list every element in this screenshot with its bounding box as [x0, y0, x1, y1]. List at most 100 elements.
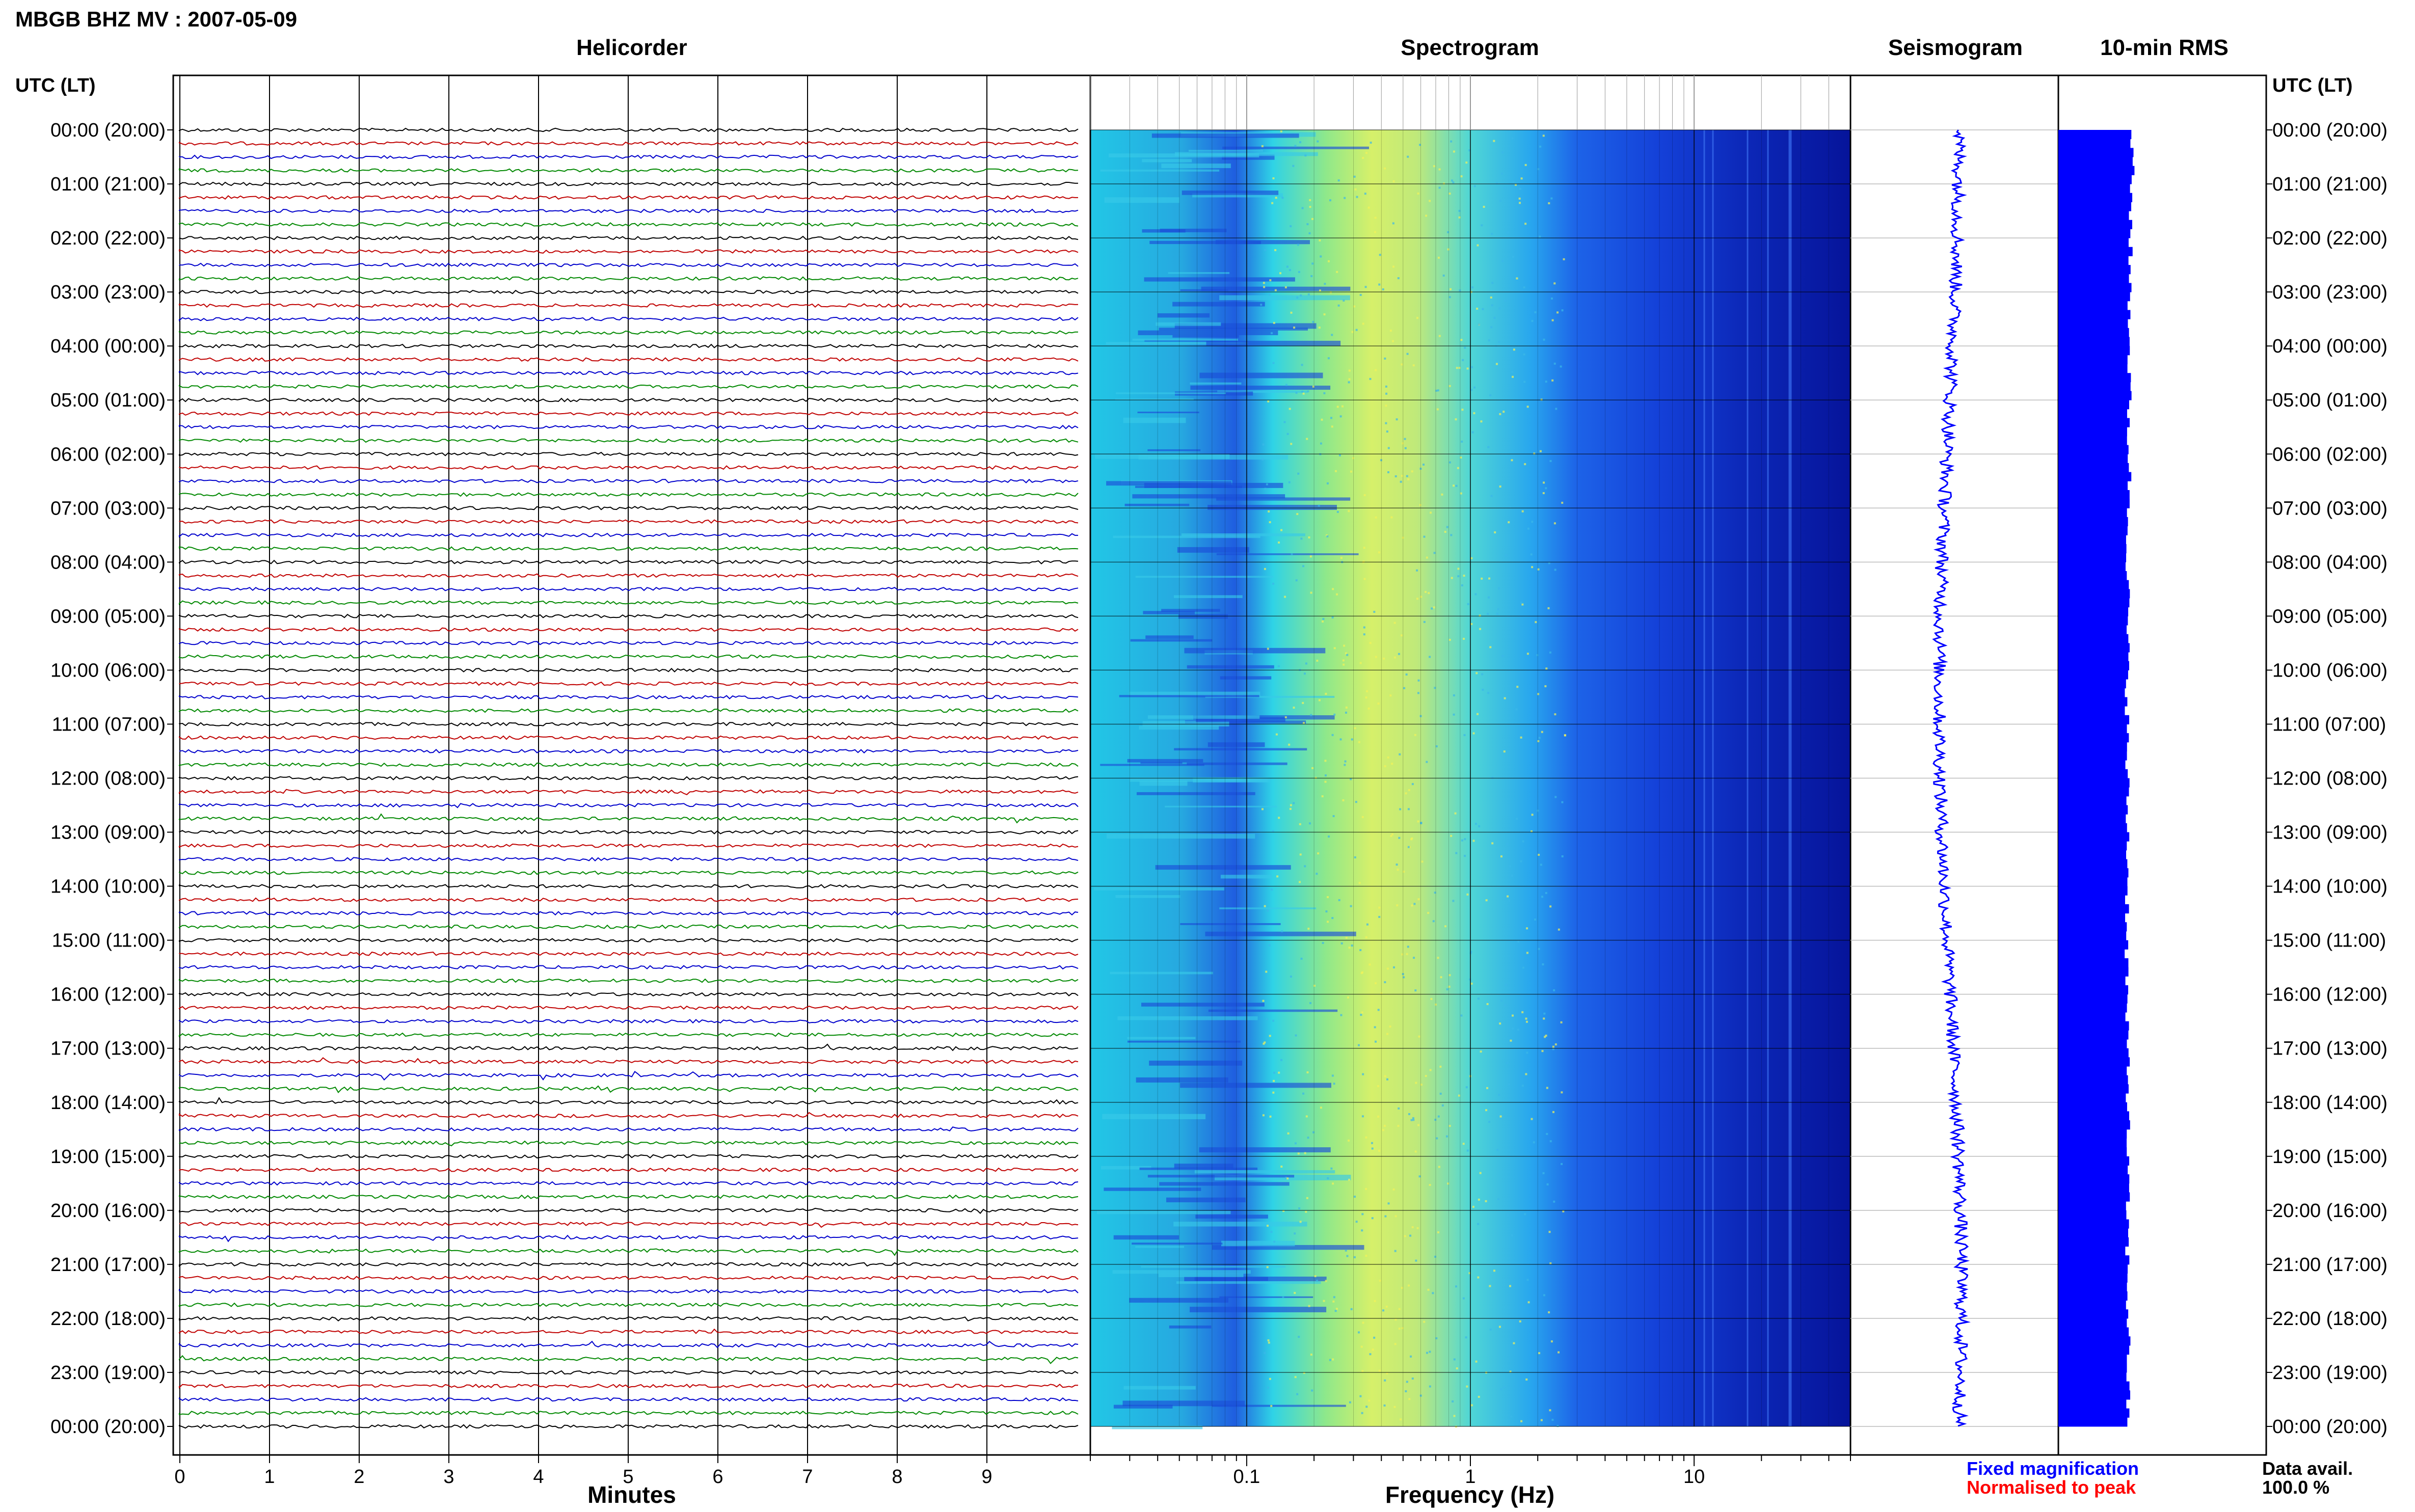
time-label-right: 23:00 (19:00) — [2272, 1362, 2387, 1384]
spectrogram-speckle — [1546, 1132, 1548, 1135]
spectrogram-speckle — [1510, 1039, 1512, 1042]
spectrogram-speckle — [1334, 1310, 1337, 1312]
helicorder-tick-label: 3 — [443, 1466, 454, 1488]
spectrogram-speckle — [1280, 130, 1282, 132]
spectrogram-speckle — [1429, 1069, 1432, 1071]
time-axis-labels: 00:00 (20:00) 00:00 (20:00) 01:00 (21:00) 0… — [50, 120, 2387, 1438]
spectrogram-band — [1129, 1298, 1228, 1303]
spectrogram-speckle — [1499, 1022, 1501, 1025]
spectrogram-speckle — [1359, 1395, 1362, 1397]
spectrogram-speckle — [1415, 1082, 1417, 1084]
spectrogram-speckle — [1486, 1087, 1489, 1089]
rms-bar — [2058, 1291, 2128, 1301]
spectrogram-speckle — [1272, 830, 1274, 832]
spectrogram-speckle — [1354, 1196, 1356, 1198]
spectrogram-speckle — [1448, 193, 1451, 195]
spectrogram-speckle — [1369, 1353, 1372, 1356]
spectrogram-speckle — [1526, 406, 1529, 408]
helicorder-trace — [179, 1057, 1079, 1065]
spectrogram-speckle — [1446, 988, 1448, 990]
spectrogram-speckle — [1511, 874, 1513, 877]
spectrogram-band — [1208, 1009, 1338, 1012]
helicorder-trace — [179, 384, 1079, 389]
spectrogram-speckle — [1496, 1149, 1499, 1151]
spectrogram-band — [1135, 576, 1274, 578]
spectrogram-speckle — [1329, 1359, 1331, 1361]
rms-bar — [2058, 1021, 2129, 1031]
spectrogram-speckle — [1362, 157, 1364, 159]
spectrogram-speckle — [1337, 304, 1340, 307]
spectrogram-speckle — [1509, 506, 1512, 508]
spectrogram-band — [1194, 1170, 1335, 1174]
spectrogram-band — [1127, 1037, 1196, 1039]
spectrogram-band — [1190, 382, 1242, 385]
spectrogram-band — [1113, 535, 1260, 538]
spectrogram-band — [1208, 505, 1337, 510]
spectrogram-speckle — [1396, 863, 1398, 866]
spectrogram-speckle — [1398, 653, 1400, 655]
spectrogram-speckle — [1317, 852, 1320, 855]
rms-bar — [2058, 1210, 2127, 1220]
spectrogram-speckle — [1473, 412, 1475, 415]
time-label-right: 07:00 (03:00) — [2272, 498, 2387, 519]
spectrogram-speckle — [1320, 1106, 1322, 1109]
rms-bar — [2058, 526, 2128, 535]
spectrogram-speckle — [1448, 638, 1451, 641]
helicorder-trace — [179, 330, 1079, 335]
spectrogram-speckle — [1511, 459, 1513, 462]
spectrogram-speckle — [1516, 277, 1518, 280]
spectrogram-speckle — [1406, 1381, 1408, 1383]
helicorder-trace — [179, 843, 1079, 848]
spectrogram-speckle — [1409, 1234, 1412, 1237]
spectrogram-tick-label: 1 — [1465, 1466, 1475, 1488]
rms-bar — [2058, 886, 2128, 896]
spectrogram-speckle — [1305, 1210, 1307, 1213]
spectrogram-speckle — [1446, 526, 1448, 528]
spectrogram-speckle — [1358, 882, 1361, 884]
spectrogram-speckle — [1458, 216, 1461, 219]
spectrogram-speckle — [1302, 701, 1304, 704]
spectrogram-speckle — [1378, 1369, 1381, 1372]
rms-bar — [2058, 1381, 2130, 1391]
spectrogram-speckle — [1378, 1150, 1381, 1152]
spectrogram-speckle — [1501, 260, 1504, 262]
spectrogram-speckle — [1271, 888, 1273, 891]
spectrogram-speckle — [1483, 206, 1485, 208]
spectrogram-speckle — [1412, 1117, 1414, 1119]
helicorder-title: Helicorder — [576, 35, 687, 60]
spectrogram-speckle — [1466, 1149, 1469, 1152]
spectrogram-speckle — [1543, 481, 1545, 484]
spectrogram-speckle — [1490, 495, 1493, 497]
spectrogram-speckle — [1539, 235, 1541, 238]
rms-bar — [2058, 400, 2129, 410]
spectrogram-speckle — [1263, 286, 1266, 288]
spectrogram-band — [1184, 647, 1326, 654]
time-label-left: 07:00 (03:00) — [50, 498, 166, 519]
spectrogram-speckle — [1398, 1308, 1401, 1310]
rms-bar — [2058, 877, 2128, 887]
spectrogram-speckle — [1511, 1234, 1513, 1237]
helicorder-trace — [179, 1222, 1079, 1228]
spectrogram-speckle — [1549, 1140, 1552, 1143]
spectrogram-speckle — [1455, 852, 1458, 854]
rms-bar — [2058, 472, 2132, 481]
spectrogram-speckle — [1267, 400, 1270, 402]
spectrogram-band — [1132, 1243, 1223, 1245]
spectrogram-speckle — [1411, 1378, 1414, 1380]
spectrogram-speckle — [1297, 472, 1300, 475]
spectrogram-speckle — [1359, 949, 1362, 951]
helicorder-trace — [179, 1043, 1079, 1051]
spectrogram-speckle — [1430, 997, 1433, 1000]
spectrogram-speckle — [1476, 307, 1479, 310]
time-label-right: 04:00 (00:00) — [2272, 336, 2387, 357]
spectrogram-speckle — [1339, 415, 1342, 418]
spectrogram-speckle — [1553, 989, 1555, 991]
spectrogram-speckle — [1512, 181, 1515, 183]
spectrogram-speckle — [1477, 1276, 1480, 1279]
helicorder-trace — [179, 762, 1079, 767]
spectrogram-speckle — [1421, 860, 1424, 863]
rms-bar — [2058, 1003, 2127, 1013]
spectrogram-speckle — [1272, 362, 1275, 364]
spectrogram-speckle — [1493, 140, 1495, 142]
helicorder-tick-label: 9 — [981, 1466, 992, 1488]
